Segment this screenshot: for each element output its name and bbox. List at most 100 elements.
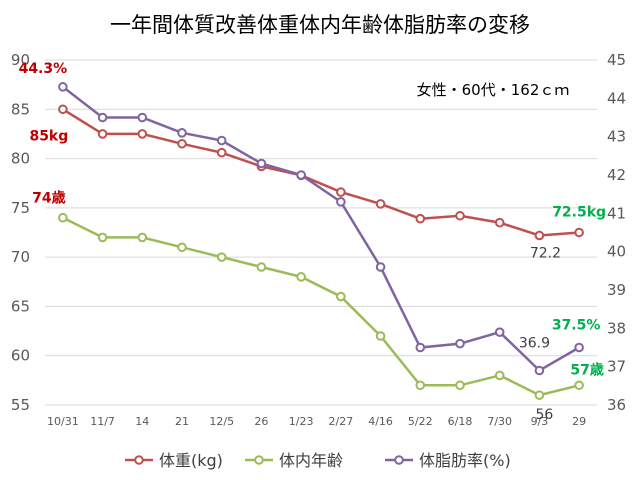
legend-swatch-marker (134, 455, 144, 465)
data-label: 57歳 (570, 361, 603, 378)
y-left-tick-label: 70 (11, 248, 30, 266)
x-tick-label: 11/7 (90, 415, 115, 428)
data-label: 36.9 (519, 336, 550, 352)
series-line (62, 216, 580, 397)
gridlines (45, 59, 597, 406)
data-label: 72.2 (530, 245, 561, 261)
y-left-tick-label: 65 (11, 297, 30, 315)
series-group (58, 104, 584, 241)
data-point (216, 147, 227, 158)
data-point (256, 158, 267, 169)
legend-label: 体脂肪率(%) (419, 451, 511, 470)
data-point (97, 232, 108, 243)
y-left-tick-label: 60 (11, 347, 30, 365)
data-point (296, 272, 306, 282)
data-label: 74歳 (32, 190, 65, 207)
y-right-tick-label: 45 (607, 51, 626, 69)
y-right-tick-label: 40 (607, 243, 626, 261)
y-left-tick-label: 75 (11, 199, 30, 217)
data-point (216, 252, 227, 262)
y-right-tick-label: 36 (607, 396, 626, 414)
data-point (97, 112, 108, 123)
x-tick-label: 26 (254, 415, 268, 428)
data-point (375, 262, 386, 272)
data-point (455, 338, 465, 349)
data-point (455, 380, 465, 391)
data-point (336, 187, 346, 197)
x-tick-label: 7/30 (487, 415, 512, 428)
data-point (296, 170, 306, 180)
series-line (62, 108, 580, 237)
data-point (494, 370, 505, 381)
y-right-tick-label: 38 (607, 319, 626, 337)
chart-title: 一年間体質改善体重体内年齢体脂肪率の変移 (110, 13, 530, 37)
data-point (494, 327, 505, 337)
data-point (574, 227, 584, 238)
data-point (256, 262, 267, 272)
data-point (574, 380, 584, 391)
data-point (415, 213, 426, 224)
data-point (58, 82, 68, 92)
y-right-tick-label: 41 (607, 204, 626, 222)
data-label: 72.5kg (552, 205, 606, 221)
data-point (375, 199, 386, 209)
y-axis-right: 36 37 38 39 40 41 42 43 44 45 (607, 51, 626, 414)
legend: 体重(kg) 体内年齢 体脂肪率(%) (125, 451, 511, 470)
y-right-tick-label: 44 (607, 89, 626, 107)
data-point (375, 331, 386, 341)
y-right-tick-label: 43 (607, 128, 626, 146)
data-point (455, 210, 465, 221)
data-label: 56 (536, 407, 554, 423)
x-tick-label: 2/27 (329, 415, 354, 428)
x-tick-label: 29 (572, 415, 586, 428)
data-point (58, 104, 68, 115)
x-axis: 10/31 11/7 14 21 12/5 26 1/23 2/27 4/16 5/22 6/18 7… (47, 415, 586, 428)
data-point (216, 135, 227, 146)
x-tick-label: 6/18 (448, 415, 473, 428)
y-right-tick-label: 42 (607, 166, 626, 184)
data-point (534, 230, 545, 241)
data-point (574, 342, 584, 353)
data-point (137, 232, 148, 243)
x-tick-label: 9/3 (531, 415, 549, 428)
series-group (58, 212, 584, 400)
x-tick-label: 12/5 (209, 415, 234, 428)
y-left-tick-label: 80 (11, 150, 30, 168)
series-line (62, 85, 580, 373)
y-left-tick-label: 90 (11, 51, 30, 69)
x-tick-label: 1/23 (289, 415, 314, 428)
data-point (177, 138, 187, 149)
data-point (336, 197, 346, 207)
data-point (137, 129, 148, 139)
chart-note: 女性・60代・162ｃｍ (417, 81, 570, 99)
data-point (534, 365, 545, 376)
data-point (336, 291, 346, 302)
legend-label: 体重(kg) (159, 451, 223, 470)
y-left-tick-label: 85 (11, 100, 30, 118)
y-axis-left: 55 60 65 70 75 80 85 90 (11, 51, 30, 414)
data-point (534, 390, 545, 400)
data-point (58, 212, 68, 223)
y-right-tick-label: 39 (607, 281, 626, 299)
x-tick-label: 21 (175, 415, 189, 428)
data-point (177, 128, 187, 138)
data-label: 37.5% (552, 318, 601, 334)
legend-swatch-marker (254, 455, 264, 465)
legend-item: 体重(kg) (125, 451, 223, 470)
data-label: 44.3% (19, 61, 68, 77)
annotations: 44.3% 85kg 74歳 72.5kg 72.2 37.5%36.9 57歳 56 (19, 61, 606, 423)
x-tick-label: 5/22 (408, 415, 433, 428)
data-point (415, 380, 426, 391)
y-left-tick-label: 55 (11, 396, 30, 414)
series-group (58, 82, 584, 376)
legend-label: 体内年齢 (279, 451, 343, 470)
data-point (177, 242, 187, 253)
data-point (137, 112, 148, 123)
x-tick-label: 14 (135, 415, 149, 428)
legend-item: 体内年齢 (245, 451, 343, 470)
data-point (494, 217, 505, 228)
data-label: 85kg (29, 128, 68, 144)
data-point (97, 129, 108, 139)
y-right-tick-label: 37 (607, 358, 626, 376)
